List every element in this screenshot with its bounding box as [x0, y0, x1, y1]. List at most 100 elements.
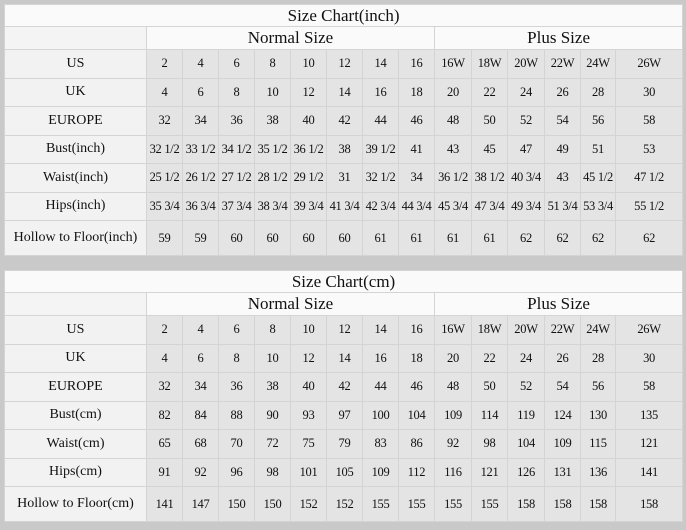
size-value-cell: 155 [434, 486, 472, 522]
size-value-cell: 4 [182, 49, 219, 79]
size-value-cell: 16 [398, 49, 435, 79]
size-value-cell: 41 [398, 134, 435, 164]
size-value-cell: 121 [614, 429, 684, 459]
size-value-cell: 100 [362, 400, 399, 430]
size-value-cell: 158 [614, 486, 684, 522]
size-value-cell: 121 [471, 457, 508, 487]
chart-title: Size Chart(cm) [3, 270, 684, 293]
size-value-cell: 44 [362, 106, 399, 136]
size-value-cell: 16 [398, 315, 435, 345]
size-value-cell: 61 [434, 220, 472, 256]
size-value-cell: 26 [544, 77, 581, 107]
row-label: UK [4, 77, 147, 107]
size-value-cell: 141 [614, 457, 684, 487]
size-value-cell: 30 [614, 343, 684, 373]
size-value-cell: 4 [182, 315, 219, 345]
size-value-cell: 62 [614, 220, 684, 256]
size-value-cell: 27 1/2 [218, 163, 255, 193]
size-value-cell: 101 [290, 457, 327, 487]
size-value-cell: 10 [254, 343, 291, 373]
normal-size-header: Normal Size [146, 26, 435, 50]
size-chart-inch: Size Chart(inch) Normal Size Plus Size US 2 4… [3, 4, 684, 256]
size-value-cell: 10 [290, 315, 327, 345]
size-value-cell: 42 3/4 [362, 191, 399, 221]
size-value-cell: 8 [218, 77, 255, 107]
size-value-cell: 20 [434, 343, 472, 373]
size-value-cell: 150 [254, 486, 291, 522]
size-value-cell: 46 [398, 372, 435, 402]
size-value-cell: 58 [614, 106, 684, 136]
size-value-cell: 47 1/2 [614, 163, 684, 193]
row-label: US [4, 49, 147, 79]
size-value-cell: 158 [507, 486, 545, 522]
size-value-cell: 50 [471, 372, 508, 402]
size-value-cell: 61 [471, 220, 508, 256]
size-value-cell: 97 [326, 400, 363, 430]
size-value-cell: 16W [434, 315, 472, 345]
size-value-cell: 18W [471, 49, 508, 79]
size-value-cell: 34 [182, 372, 219, 402]
size-value-cell: 29 1/2 [290, 163, 327, 193]
corner-cell [4, 292, 147, 316]
chart-title: Size Chart(inch) [3, 4, 684, 27]
size-value-cell: 90 [254, 400, 291, 430]
size-value-cell: 109 [544, 429, 581, 459]
row-label: Hollow to Floor(cm) [4, 486, 147, 522]
size-value-cell: 26 [544, 343, 581, 373]
row-label: Bust(cm) [4, 400, 147, 430]
size-value-cell: 152 [290, 486, 327, 522]
size-value-cell: 38 [254, 372, 291, 402]
size-value-cell: 4 [146, 343, 183, 373]
size-value-cell: 44 [362, 372, 399, 402]
size-value-cell: 141 [146, 486, 183, 522]
size-value-cell: 30 [614, 77, 684, 107]
size-value-cell: 98 [471, 429, 508, 459]
size-value-cell: 79 [326, 429, 363, 459]
size-value-cell: 147 [182, 486, 219, 522]
size-value-cell: 115 [580, 429, 616, 459]
size-value-cell: 14 [326, 77, 363, 107]
size-value-cell: 20W [507, 49, 545, 79]
size-value-cell: 65 [146, 429, 183, 459]
row-label: EUROPE [4, 106, 147, 136]
size-value-cell: 58 [614, 372, 684, 402]
size-value-cell: 53 [614, 134, 684, 164]
size-value-cell: 40 [290, 372, 327, 402]
row-label: US [4, 315, 147, 345]
size-value-cell: 16 [362, 77, 399, 107]
size-value-cell: 135 [614, 400, 684, 430]
size-value-cell: 14 [362, 49, 399, 79]
size-value-cell: 38 [254, 106, 291, 136]
size-value-cell: 32 1/2 [146, 134, 183, 164]
size-value-cell: 32 1/2 [362, 163, 399, 193]
table-row: Hollow to Floor(cm) 141 147 150 150 152 152 155… [4, 486, 684, 522]
size-chart-cm: Size Chart(cm) Normal Size Plus Size US 2 4 6 8… [3, 270, 684, 522]
size-value-cell: 43 [434, 134, 472, 164]
size-value-cell: 150 [218, 486, 255, 522]
size-value-cell: 33 1/2 [182, 134, 219, 164]
size-value-cell: 32 [146, 106, 183, 136]
size-value-cell: 26 1/2 [182, 163, 219, 193]
size-value-cell: 26W [614, 49, 684, 79]
normal-size-header: Normal Size [146, 292, 435, 316]
row-label: UK [4, 343, 147, 373]
size-value-cell: 35 1/2 [254, 134, 291, 164]
size-value-cell: 48 [434, 106, 472, 136]
size-value-cell: 82 [146, 400, 183, 430]
size-value-cell: 109 [362, 457, 399, 487]
size-value-cell: 6 [182, 77, 219, 107]
size-value-cell: 158 [580, 486, 616, 522]
size-value-cell: 20W [507, 315, 545, 345]
corner-cell [4, 26, 147, 50]
table-row: Waist(inch) 25 1/2 26 1/2 27 1/2 28 1/2 29 1/… [4, 163, 684, 193]
table-row: Hips(cm) 91 92 96 98 101 105 109 112 116 121 126 131… [4, 457, 684, 487]
size-value-cell: 49 [544, 134, 581, 164]
size-value-cell: 18W [471, 315, 508, 345]
size-value-cell: 28 [580, 77, 616, 107]
table-row: Bust(cm) 82 84 88 90 93 97 100 104 109 114 119 124 13… [4, 400, 684, 430]
table-row: UK 4 6 8 10 12 14 16 18 20 22 24 26 28 30 [4, 343, 684, 373]
size-value-cell: 28 1/2 [254, 163, 291, 193]
size-value-cell: 8 [218, 343, 255, 373]
size-value-cell: 96 [218, 457, 255, 487]
size-value-cell: 14 [326, 343, 363, 373]
